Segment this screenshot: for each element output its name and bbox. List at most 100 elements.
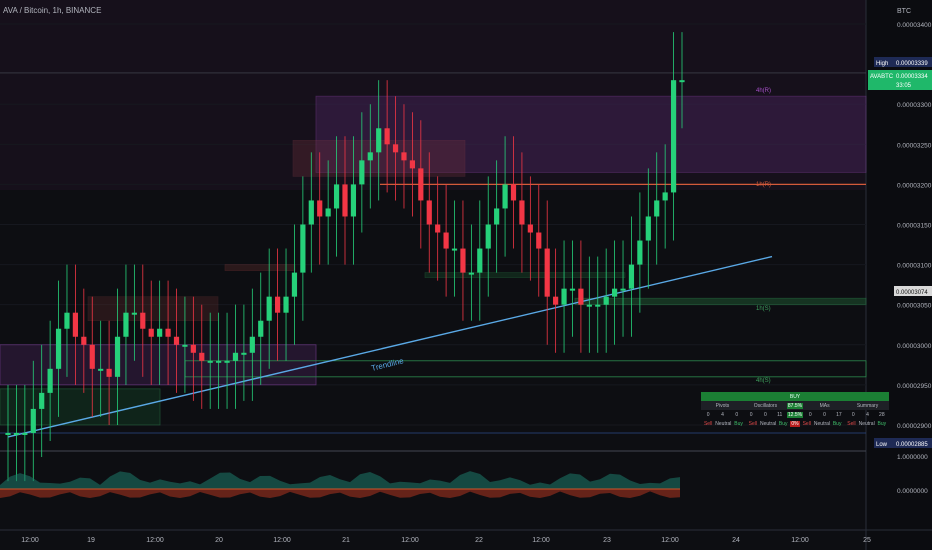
time-tick: 23 [603, 537, 611, 544]
candle-body [654, 200, 660, 217]
technicals-widget: BUY Pivots Oscillators 87.5% MAs Summary… [701, 392, 889, 442]
candle-body [376, 128, 382, 153]
candle-body [241, 352, 247, 355]
candle-body [544, 248, 550, 297]
candle-body [258, 320, 264, 337]
tech-count: 0 [764, 411, 767, 418]
candle-body [426, 200, 432, 225]
tech-neutral-label: Neutral [759, 420, 777, 427]
time-tick: 12:00 [661, 537, 679, 544]
candle-body [190, 344, 196, 353]
candle-body [418, 168, 424, 201]
candle-body [553, 296, 559, 305]
price-tick: 0.00003150 [897, 223, 932, 230]
candle-body [443, 232, 449, 249]
high-value: 0.00003339 [896, 61, 928, 67]
candle-body [536, 232, 542, 249]
candle-body [460, 248, 466, 273]
candle-body [451, 248, 458, 251]
zone-4h-support-left [0, 344, 317, 386]
candle-body [300, 224, 306, 273]
candle-body [275, 296, 281, 313]
low-value-box [894, 438, 932, 448]
time-tick: 25 [863, 537, 871, 544]
tech-count: 4 [866, 411, 869, 418]
time-tick: 24 [732, 537, 740, 544]
price-tick: 0.00003300 [897, 102, 932, 109]
candle-body [249, 336, 255, 353]
candles [5, 32, 685, 482]
osc-tick: 0.0000000 [897, 488, 928, 495]
technicals-group-oscillators: Oscillators [753, 402, 778, 409]
trendline-label: Trendline [370, 356, 405, 373]
candle-body [232, 352, 239, 361]
osc-tick: 1.0000000 [897, 454, 928, 461]
time-tick: 12:00 [21, 537, 39, 544]
candle-body [468, 272, 474, 275]
tech-count: 0 [749, 411, 753, 418]
candle-body [199, 352, 205, 361]
zone-small-1 [87, 296, 219, 322]
time-tick: 19 [87, 537, 95, 544]
tech-sell-label: Sell [847, 420, 856, 427]
candle-body [367, 152, 373, 161]
tech-count: 0 [823, 411, 826, 418]
candle-body [510, 184, 517, 201]
candle-body [317, 200, 323, 217]
tech-count: 0 [808, 411, 812, 418]
candle-body [266, 296, 272, 321]
symbol-label: AVABTC [870, 74, 894, 80]
candle-body [409, 160, 415, 169]
mid-value-box [894, 286, 932, 296]
time-tick: 21 [342, 537, 350, 544]
candle-body [435, 224, 441, 233]
candle-body [224, 360, 230, 363]
tech-count: 11 [777, 411, 783, 418]
technicals-signal: BUY [701, 392, 889, 401]
oscillator-area-negative [0, 489, 680, 498]
time-tick: 22 [475, 537, 483, 544]
zone-label-4h-s: 4h(S) [756, 378, 771, 384]
candle-body [502, 184, 508, 209]
candle-body [207, 360, 213, 363]
tech-sell-label: Sell [748, 420, 757, 427]
candle-body [620, 288, 626, 291]
candle-body [670, 80, 677, 193]
time-tick: 12:00 [401, 537, 419, 544]
price-axis-currency: BTC [897, 8, 911, 15]
zone-small-3 [424, 272, 626, 278]
price-tick: 0.00003250 [897, 142, 932, 149]
candle-body [628, 264, 635, 289]
technicals-sub-pct: 0% [790, 420, 800, 427]
zone-1h-support [574, 297, 867, 306]
candle-body [603, 296, 609, 305]
technicals-group-mas: MAs [819, 402, 830, 409]
candle-body [173, 336, 180, 345]
low-value: 0.00002885 [896, 442, 928, 448]
tech-count: 0 [706, 411, 710, 418]
candle-body [30, 408, 36, 433]
candle-body [384, 128, 390, 145]
time-tick: 12:00 [146, 537, 164, 544]
candle-body [477, 248, 483, 273]
axis-bg [866, 0, 932, 550]
zone-label-1h-r: 1h(R) [756, 182, 771, 188]
candle-body [64, 312, 70, 329]
candle-body [165, 328, 171, 337]
zone-small-2 [224, 264, 296, 271]
price-tick: 0.00003000 [897, 343, 932, 350]
top-shade [0, 0, 866, 190]
price-tick: 0.00002950 [897, 383, 932, 390]
candle-body [123, 312, 129, 337]
candle-body [5, 432, 11, 435]
low-tag-label: Low [876, 442, 888, 448]
candle-body [114, 336, 121, 377]
candle-body [81, 336, 87, 345]
oscillator-panel [0, 471, 680, 498]
candle-body [392, 144, 399, 153]
time-tick: 20 [215, 537, 223, 544]
price-tick: 0.00003050 [897, 303, 932, 310]
zone-label-4h-r: 4h(R) [756, 88, 771, 94]
candle-body [333, 184, 340, 209]
